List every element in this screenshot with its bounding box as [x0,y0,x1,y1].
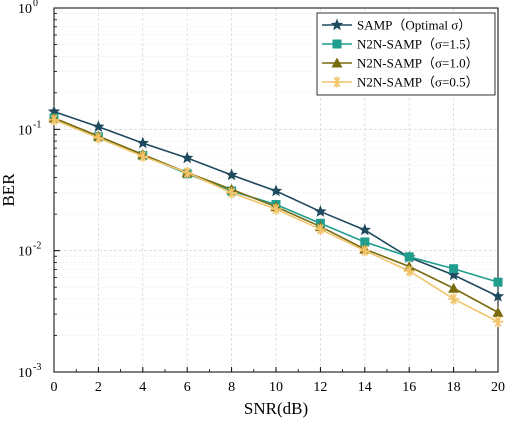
legend-label: N2N-SAMP（σ=1.5） [357,37,479,52]
legend-label: N2N-SAMP（σ=0.5） [357,75,479,90]
legend-item: N2N-SAMP（σ=1.5） [322,37,479,52]
triangle-marker [448,282,460,293]
x-tick-label: 0 [51,380,58,395]
x-tick-label: 4 [139,380,146,395]
asterisk-marker [270,203,282,215]
x-tick-label: 20 [491,380,505,395]
legend-label: N2N-SAMP（σ=1.0） [357,56,479,71]
y-tick-base: 10 [18,245,32,260]
asterisk-marker [359,245,371,257]
asterisk-marker [226,187,238,199]
x-axis-label: SNR(dB) [244,399,308,418]
x-tick-label: 6 [184,380,191,395]
square-marker [360,237,370,247]
x-tick-label: 12 [313,380,327,395]
y-tick-exponent: 0 [33,0,38,9]
x-tick-label: 10 [269,380,283,395]
series-4 [48,114,504,328]
star-marker [269,184,283,197]
x-tick-label: 2 [95,380,102,395]
y-tick-label: 10 [18,366,32,381]
series-1 [47,105,505,302]
y-tick-exponent: -2 [33,241,41,252]
series-group [47,105,505,328]
square-marker [449,264,459,274]
triangle-marker [331,57,343,68]
asterisk-marker [331,76,343,88]
square-marker [404,252,414,262]
y-tick-base: 10 [18,2,32,17]
star-marker [225,168,238,181]
star-marker [181,151,194,164]
x-tick-label: 8 [228,380,235,395]
star-marker [136,136,149,149]
x-tick-label: 16 [402,380,416,395]
y-tick-base: 10 [18,366,32,381]
asterisk-marker [181,167,193,179]
legend-item: N2N-SAMP（σ=0.5） [322,75,479,90]
square-marker [332,39,342,49]
square-marker [493,277,503,287]
star-marker [358,223,371,236]
star-marker [491,289,505,302]
asterisk-marker [48,114,60,126]
y-tick-exponent: -3 [33,362,41,373]
star-marker [330,18,344,31]
star-marker [47,105,61,117]
y-tick-label: 10 [18,123,32,138]
y-tick-base: 10 [18,123,32,138]
legend-item: SAMP（Optimal σ） [322,18,471,33]
y-tick-label: 10 [18,245,32,260]
star-marker [447,268,460,281]
y-tick-label: 10 [18,2,32,17]
triangle-marker [492,306,504,317]
asterisk-marker [92,132,104,144]
y-tick-exponent: -1 [33,119,41,130]
asterisk-marker [448,293,460,305]
x-tick-label: 14 [358,380,372,395]
star-marker [92,120,105,133]
asterisk-marker [403,265,415,277]
legend-label: SAMP（Optimal σ） [357,18,471,33]
legend: SAMP（Optimal σ） N2N-SAMP（σ=1.5） N2N-SAMP（σ… [316,12,496,96]
legend-item: N2N-SAMP（σ=1.0） [322,56,479,71]
y-axis-label: BER [0,173,18,207]
star-marker [314,205,327,217]
asterisk-marker [492,316,504,328]
asterisk-marker [137,150,149,162]
asterisk-marker [314,223,326,235]
x-tick-label: 18 [447,380,461,395]
